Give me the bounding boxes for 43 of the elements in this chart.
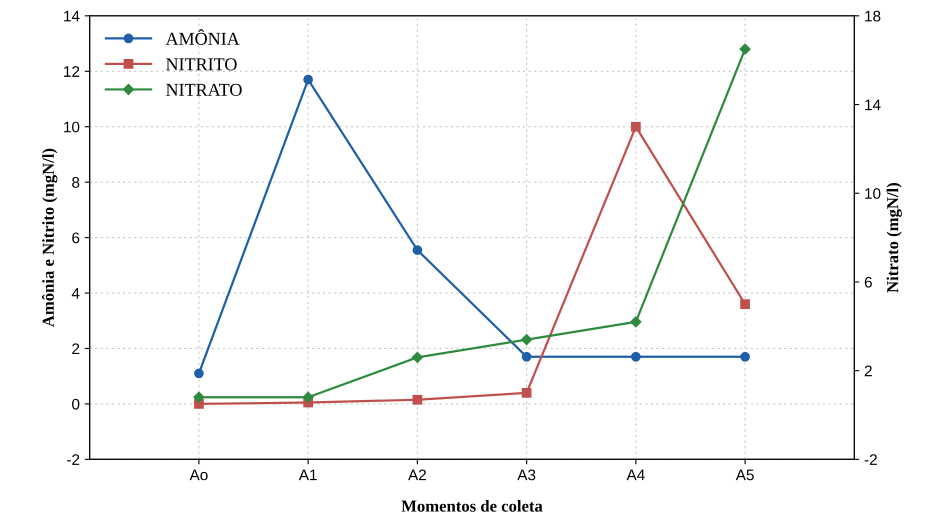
x-tick-label: A3 <box>517 469 536 480</box>
x-axis-title: Momentos de coleta <box>401 500 543 512</box>
y2-tick-label: 14 <box>865 100 881 110</box>
point <box>193 392 205 403</box>
legend-label: NITRITO <box>166 58 237 70</box>
legend-label: AMÔNIA <box>166 29 240 45</box>
x-tick-label: A5 <box>736 470 754 480</box>
point <box>302 392 314 403</box>
point <box>630 316 642 328</box>
point <box>412 394 422 405</box>
point <box>630 352 641 362</box>
y-tick-label: 2 <box>72 343 80 354</box>
y-tick-label: 14 <box>64 10 80 22</box>
point <box>412 352 423 363</box>
y2-tick-label: 6 <box>864 276 872 288</box>
y-axis-title: Amônia e Nitrito (mgN/l) <box>42 148 58 327</box>
y2-tick-label: 10 <box>865 188 880 199</box>
point <box>522 352 532 362</box>
x-tick-label: A1 <box>298 470 317 480</box>
point <box>522 388 532 398</box>
point <box>303 74 314 84</box>
x-tick-label: A4 <box>626 470 645 480</box>
y2-tick-label: -2 <box>864 454 877 465</box>
legend-label: NITRATO <box>166 84 242 96</box>
y2-tick-label: 2 <box>864 366 872 376</box>
y-tick-label: 12 <box>64 66 80 77</box>
point <box>740 299 750 309</box>
y2-axis-title: Nitrato (mgN/l) <box>886 183 902 293</box>
y-tick-label: 0 <box>72 398 80 410</box>
y-tick-label: 4 <box>72 288 80 299</box>
y2-tick-label: 18 <box>865 10 880 22</box>
point <box>412 245 422 255</box>
point <box>740 352 750 362</box>
point <box>739 44 751 55</box>
x-tick-label: Ao <box>190 470 208 480</box>
y-tick-label: -2 <box>67 454 80 465</box>
y-tick-label: 10 <box>64 122 80 132</box>
y-tick-label: 6 <box>72 232 80 244</box>
point <box>194 368 204 378</box>
x-tick-label: A2 <box>408 469 426 480</box>
point <box>521 334 532 346</box>
y-tick-label: 8 <box>72 177 80 188</box>
point <box>630 122 641 132</box>
